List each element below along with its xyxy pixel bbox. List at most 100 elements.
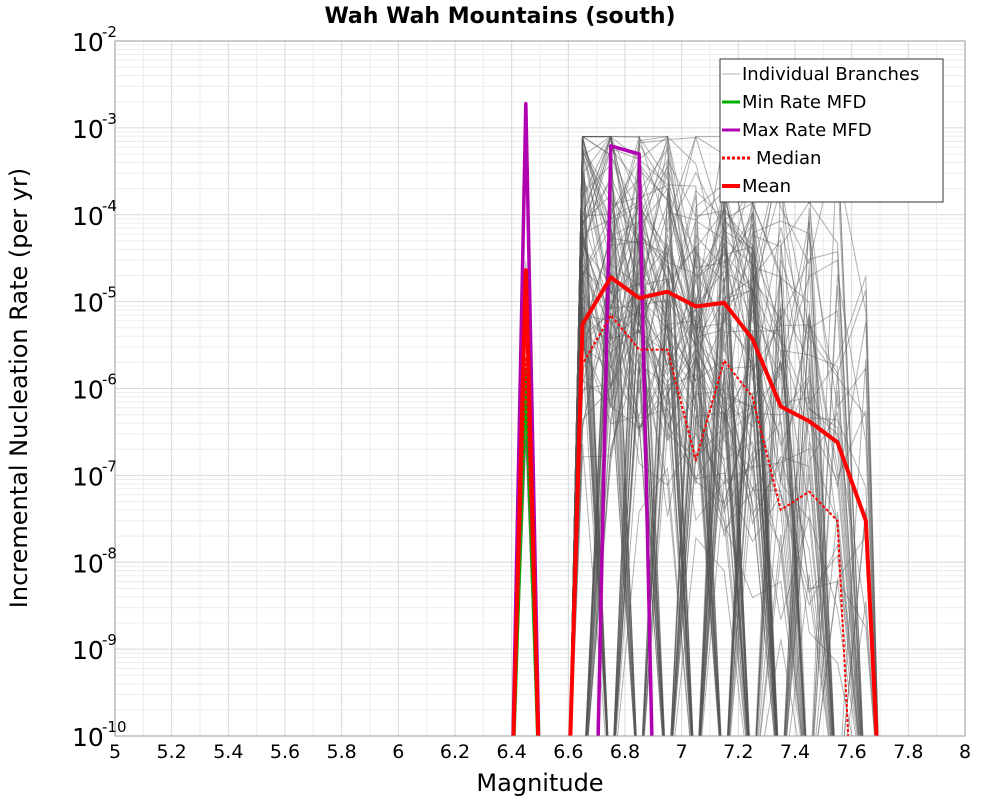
chart-title: Wah Wah Mountains (south) <box>324 4 675 29</box>
branch-line <box>614 305 776 736</box>
branch-line <box>569 139 721 736</box>
x-tick-label: 6.6 <box>553 741 583 763</box>
legend-box <box>719 58 944 203</box>
legend-label: Median <box>756 148 821 169</box>
branch-line <box>569 230 834 736</box>
branch-line <box>569 318 748 736</box>
x-tick-label: 6 <box>392 741 404 763</box>
branch-line <box>569 135 665 736</box>
branch-line <box>585 158 807 736</box>
branch-line <box>569 346 745 736</box>
svg-text:-9: -9 <box>102 631 117 649</box>
legend-label: Mean <box>742 176 791 197</box>
branch-line <box>586 286 777 736</box>
series-layer <box>511 101 879 736</box>
branch-line <box>569 178 778 736</box>
branch-line <box>569 134 778 736</box>
branch-line <box>569 218 835 736</box>
branch-line <box>569 212 806 736</box>
branch-line <box>586 351 830 736</box>
x-tick-label: 6.8 <box>610 741 640 763</box>
series-mean <box>511 268 879 736</box>
branch-line <box>569 237 863 736</box>
branch-line <box>585 181 833 736</box>
svg-text:-7: -7 <box>102 457 117 475</box>
branch-line <box>585 203 750 736</box>
svg-text:10: 10 <box>72 723 104 752</box>
legend-label: Max Rate MFD <box>742 120 872 141</box>
branch-line <box>569 202 879 736</box>
y-tick-label: 10-10 <box>72 718 127 752</box>
x-tick-label: 8 <box>959 741 971 763</box>
x-tick-label: 7.4 <box>780 741 810 763</box>
branch-line <box>569 303 831 736</box>
x-tick-label: 7 <box>676 741 688 763</box>
branch-line <box>569 250 875 736</box>
branch-line <box>569 186 863 736</box>
branch-line <box>671 388 748 736</box>
svg-text:-6: -6 <box>102 371 117 389</box>
svg-text:10: 10 <box>72 289 104 318</box>
branch-line <box>569 136 778 736</box>
branch-line <box>614 241 879 736</box>
branch-line <box>587 245 805 736</box>
branch-line <box>615 348 802 736</box>
branch-line <box>569 232 806 736</box>
svg-text:10: 10 <box>72 202 104 231</box>
x-tick-label: 7.6 <box>837 741 867 763</box>
branch-line <box>585 196 777 736</box>
branch-line <box>569 134 834 736</box>
plot-frame <box>114 40 966 737</box>
branch-line <box>570 300 750 736</box>
x-tick-label: 6.2 <box>440 741 470 763</box>
x-tick-label: 6.4 <box>497 741 527 763</box>
branch-line <box>570 302 833 736</box>
legend-label: Min Rate MFD <box>742 92 866 113</box>
branch-line <box>569 220 879 736</box>
x-axis-label: Magnitude <box>476 769 603 797</box>
svg-text:10: 10 <box>72 462 104 491</box>
branch-line <box>587 270 778 736</box>
branch-line <box>569 244 806 736</box>
branch-line <box>569 196 778 736</box>
branch-line <box>569 147 778 736</box>
branch-line <box>569 136 779 736</box>
branch-line <box>569 257 803 736</box>
svg-text:-2: -2 <box>102 23 117 41</box>
branch-line <box>569 136 861 736</box>
branch-line <box>569 178 853 736</box>
svg-text:10: 10 <box>72 636 104 665</box>
branch-line <box>569 136 778 736</box>
branch-line <box>569 189 879 736</box>
x-axis-ticks: 5 5.2 5.4 5.6 5.8 6 6.2 6.4 6.6 6.8 7 7.2 7.4 7.6 7.8 8 <box>109 741 971 763</box>
x-tick-label: 5.4 <box>213 741 243 763</box>
branch-line <box>569 136 878 736</box>
branch-line <box>569 173 748 736</box>
branch-line <box>569 135 864 736</box>
branch-line <box>569 259 829 736</box>
branch-line <box>569 135 835 736</box>
branch-line <box>569 144 860 736</box>
svg-text:-5: -5 <box>102 284 117 302</box>
y-tick-label: 10-5 <box>72 284 117 318</box>
branch-line <box>569 136 807 736</box>
branch-line <box>569 136 879 736</box>
branch-line <box>569 170 750 736</box>
legend: Individual Branches Min Rate MFD Max Rate … <box>719 58 944 203</box>
branch-line <box>586 219 721 736</box>
branch-line <box>585 183 750 736</box>
branch-line <box>569 237 775 736</box>
branch-line <box>569 164 749 736</box>
x-tick-label: 5.8 <box>327 741 357 763</box>
x-tick-label: 7.8 <box>893 741 923 763</box>
branch-line <box>569 189 778 736</box>
y-axis-label: Incremental Nucleation Rate (per yr) <box>5 168 33 608</box>
svg-text:-3: -3 <box>102 110 117 128</box>
y-tick-label: 10-2 <box>72 23 117 57</box>
branch-line <box>585 202 806 736</box>
branch-line <box>569 136 779 736</box>
svg-text:-10: -10 <box>102 718 127 736</box>
branch-line <box>569 135 778 736</box>
branch-line <box>569 139 748 736</box>
